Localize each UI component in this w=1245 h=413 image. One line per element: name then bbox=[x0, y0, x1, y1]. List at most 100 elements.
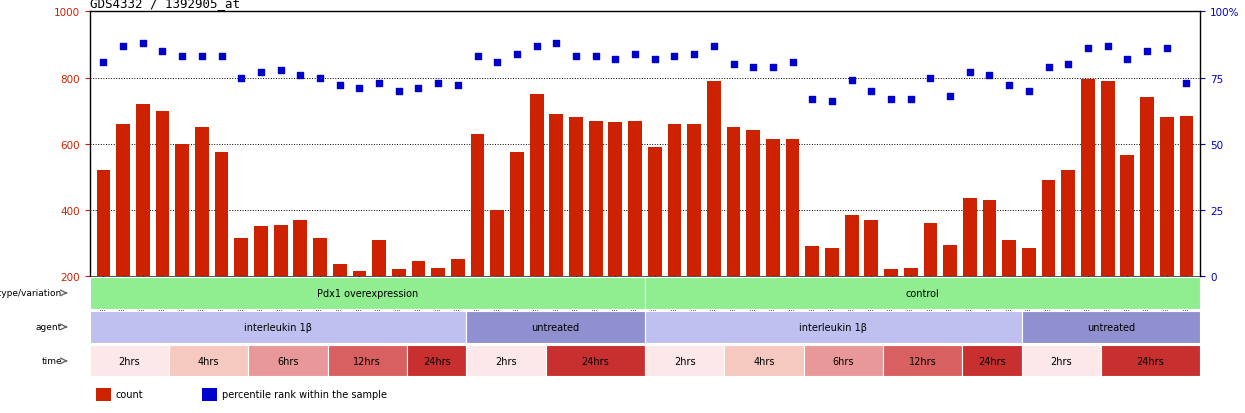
Bar bbox=[962, 345, 1022, 377]
Bar bbox=[176, 145, 189, 342]
Bar bbox=[352, 271, 366, 342]
Text: 12hrs: 12hrs bbox=[354, 356, 381, 366]
Bar bbox=[90, 278, 645, 309]
Bar bbox=[1022, 345, 1101, 377]
Bar bbox=[707, 82, 721, 342]
Text: 24hrs: 24hrs bbox=[979, 356, 1006, 366]
Point bbox=[960, 70, 980, 76]
Bar bbox=[451, 260, 464, 342]
Bar bbox=[1160, 118, 1174, 342]
Bar bbox=[1179, 116, 1193, 342]
Bar bbox=[248, 345, 327, 377]
Point bbox=[192, 54, 212, 61]
Point bbox=[487, 59, 507, 66]
Bar bbox=[156, 112, 169, 342]
Bar bbox=[1061, 171, 1076, 342]
Text: interleukin 1β: interleukin 1β bbox=[244, 322, 312, 332]
Point bbox=[980, 72, 1000, 79]
Bar bbox=[962, 199, 976, 342]
Bar bbox=[647, 147, 661, 342]
Point bbox=[1117, 57, 1137, 63]
Text: count: count bbox=[116, 389, 143, 399]
Point bbox=[1157, 46, 1177, 52]
Bar bbox=[645, 345, 725, 377]
Bar bbox=[431, 268, 444, 342]
Point bbox=[842, 78, 862, 84]
Bar bbox=[982, 200, 996, 342]
Bar bbox=[510, 152, 524, 342]
Text: 2hrs: 2hrs bbox=[674, 356, 696, 366]
Bar bbox=[645, 311, 1022, 343]
Bar bbox=[314, 238, 327, 342]
Bar bbox=[1042, 180, 1056, 342]
Point bbox=[703, 43, 723, 50]
Bar bbox=[545, 345, 645, 377]
Text: 12hrs: 12hrs bbox=[909, 356, 936, 366]
Bar bbox=[845, 215, 859, 342]
Bar bbox=[1101, 345, 1200, 377]
Text: 6hrs: 6hrs bbox=[278, 356, 299, 366]
Point bbox=[547, 41, 566, 47]
Bar bbox=[254, 227, 268, 342]
Point bbox=[408, 85, 428, 92]
Bar bbox=[1022, 248, 1036, 342]
Bar bbox=[467, 311, 645, 343]
Bar bbox=[687, 125, 701, 342]
Point bbox=[1000, 83, 1020, 90]
Text: 2hrs: 2hrs bbox=[496, 356, 517, 366]
Point bbox=[920, 75, 940, 82]
Text: 2hrs: 2hrs bbox=[1051, 356, 1072, 366]
Bar bbox=[629, 121, 642, 342]
Bar bbox=[90, 345, 169, 377]
Point bbox=[369, 81, 388, 87]
Point bbox=[507, 51, 527, 58]
Bar bbox=[529, 95, 544, 342]
Bar bbox=[725, 345, 803, 377]
Point bbox=[527, 43, 547, 50]
Bar bbox=[883, 345, 962, 377]
Text: 6hrs: 6hrs bbox=[833, 356, 854, 366]
Bar bbox=[412, 261, 426, 342]
Point bbox=[1098, 43, 1118, 50]
Point bbox=[1177, 81, 1196, 87]
Point bbox=[783, 59, 803, 66]
Bar bbox=[1002, 240, 1016, 342]
Point bbox=[93, 59, 113, 66]
Point bbox=[881, 96, 901, 103]
Point bbox=[448, 83, 468, 90]
Point bbox=[1058, 62, 1078, 69]
Point bbox=[270, 67, 290, 74]
Bar bbox=[202, 388, 217, 401]
Bar bbox=[372, 240, 386, 342]
Bar bbox=[97, 171, 111, 342]
Point bbox=[428, 81, 448, 87]
Bar bbox=[825, 248, 839, 342]
Point bbox=[625, 51, 645, 58]
Bar bbox=[116, 125, 129, 342]
Point bbox=[822, 99, 842, 105]
Bar bbox=[234, 238, 248, 342]
Point bbox=[723, 62, 743, 69]
Bar bbox=[1120, 156, 1134, 342]
Bar bbox=[90, 311, 467, 343]
Point bbox=[133, 41, 153, 47]
Bar bbox=[944, 245, 957, 342]
Point bbox=[251, 70, 271, 76]
Text: 4hrs: 4hrs bbox=[198, 356, 219, 366]
Bar bbox=[803, 345, 883, 377]
Bar bbox=[1140, 98, 1154, 342]
Text: 24hrs: 24hrs bbox=[423, 356, 451, 366]
Point bbox=[113, 43, 133, 50]
Text: interleukin 1β: interleukin 1β bbox=[799, 322, 868, 332]
Point bbox=[232, 75, 251, 82]
Bar bbox=[589, 121, 603, 342]
Bar bbox=[136, 105, 149, 342]
Bar bbox=[392, 270, 406, 342]
Bar bbox=[195, 128, 209, 342]
Bar bbox=[214, 152, 229, 342]
Bar bbox=[1101, 82, 1114, 342]
Text: percentile rank within the sample: percentile rank within the sample bbox=[222, 389, 387, 399]
Bar bbox=[884, 270, 898, 342]
Point bbox=[212, 54, 232, 61]
Bar bbox=[569, 118, 583, 342]
